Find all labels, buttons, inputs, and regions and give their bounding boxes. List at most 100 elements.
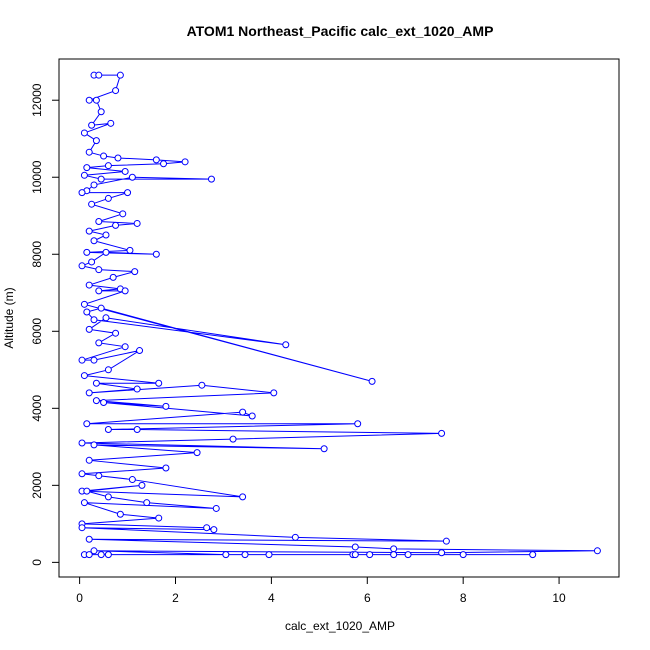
data-point: [203, 524, 211, 532]
data-point: [128, 476, 136, 484]
x-tick-label: 0: [76, 591, 83, 605]
chart-title: ATOM1 Northeast_Pacific calc_ext_1020_AM…: [187, 23, 494, 39]
x-tick-label: 10: [552, 591, 566, 605]
data-point: [78, 356, 86, 364]
data-point: [104, 162, 112, 170]
data-point: [114, 154, 122, 162]
data-point: [124, 189, 132, 197]
data-point: [138, 481, 146, 489]
data-point: [438, 429, 446, 437]
data-point: [162, 464, 170, 472]
data-point: [95, 71, 103, 79]
data-point: [241, 551, 249, 559]
data-point: [90, 356, 98, 364]
data-point: [78, 189, 86, 197]
data-point: [104, 551, 112, 559]
y-tick-label: 4000: [30, 395, 44, 422]
y-axis-label: Altitude (m): [2, 287, 16, 348]
data-point: [104, 493, 112, 501]
data-point: [95, 339, 103, 347]
data-point: [104, 366, 112, 374]
y-tick-label: 12000: [30, 83, 44, 117]
data-point: [155, 379, 163, 387]
data-point: [133, 219, 141, 227]
data-point: [102, 231, 110, 239]
data-point: [152, 250, 160, 258]
data-point: [83, 420, 91, 428]
data-point: [198, 381, 206, 389]
x-tick-label: 2: [172, 591, 179, 605]
data-point: [78, 439, 86, 447]
data-point: [121, 287, 129, 295]
data-point: [83, 248, 91, 256]
y-tick-label: 10000: [30, 160, 44, 194]
data-point: [102, 248, 110, 256]
data-point: [229, 435, 237, 443]
data-point: [109, 273, 117, 281]
data-point: [248, 412, 256, 420]
data-point: [100, 152, 108, 160]
y-tick-label: 8000: [30, 241, 44, 268]
data-point: [88, 200, 96, 208]
data-point: [112, 87, 120, 95]
data-point: [239, 493, 247, 501]
data-point: [143, 499, 151, 507]
data-point: [270, 389, 278, 397]
data-point: [90, 237, 98, 245]
data-point: [121, 343, 129, 351]
data-point: [100, 399, 108, 407]
data-point: [112, 329, 120, 337]
data-point: [85, 389, 93, 397]
data-point: [529, 551, 537, 559]
data-point: [222, 551, 230, 559]
data-point: [85, 281, 93, 289]
data-point: [80, 372, 88, 380]
data-point: [80, 300, 88, 308]
data-point: [593, 547, 601, 555]
data-point: [78, 470, 86, 478]
data-point: [351, 543, 359, 551]
data-point: [90, 547, 98, 555]
data-point: [90, 181, 98, 189]
data-point: [354, 420, 362, 428]
data-point: [116, 510, 124, 518]
y-axis: 0 2000 4000 6000 8000 10000 12000: [30, 83, 60, 566]
data-point: [85, 456, 93, 464]
data-point: [104, 194, 112, 202]
data-point: [83, 308, 91, 316]
data-point: [128, 173, 136, 181]
x-axis: 0 2 4 6 8 10: [76, 576, 566, 605]
data-point: [83, 487, 91, 495]
data-point: [83, 164, 91, 172]
data-point: [152, 156, 160, 164]
plot-area: [78, 71, 601, 559]
data-point: [92, 397, 100, 405]
data-point: [212, 504, 220, 512]
data-point: [366, 551, 374, 559]
series-line: [80, 74, 598, 556]
data-point: [390, 545, 398, 553]
data-point: [126, 246, 134, 254]
x-tick-label: 4: [268, 591, 275, 605]
data-point: [351, 551, 359, 559]
data-point: [162, 402, 170, 410]
data-point: [90, 316, 98, 324]
data-point: [107, 119, 115, 127]
x-tick-label: 8: [460, 591, 467, 605]
data-point: [282, 341, 290, 349]
data-point: [291, 533, 299, 541]
data-point: [85, 551, 93, 559]
data-point: [181, 158, 189, 166]
data-point: [193, 449, 201, 457]
data-point: [131, 268, 139, 276]
data-point: [92, 137, 100, 145]
data-point: [119, 210, 127, 218]
data-point: [97, 551, 105, 559]
data-point: [85, 325, 93, 333]
data-point: [88, 258, 96, 266]
data-point: [85, 535, 93, 543]
data-point: [265, 551, 273, 559]
data-point: [92, 96, 100, 104]
data-point: [116, 71, 124, 79]
